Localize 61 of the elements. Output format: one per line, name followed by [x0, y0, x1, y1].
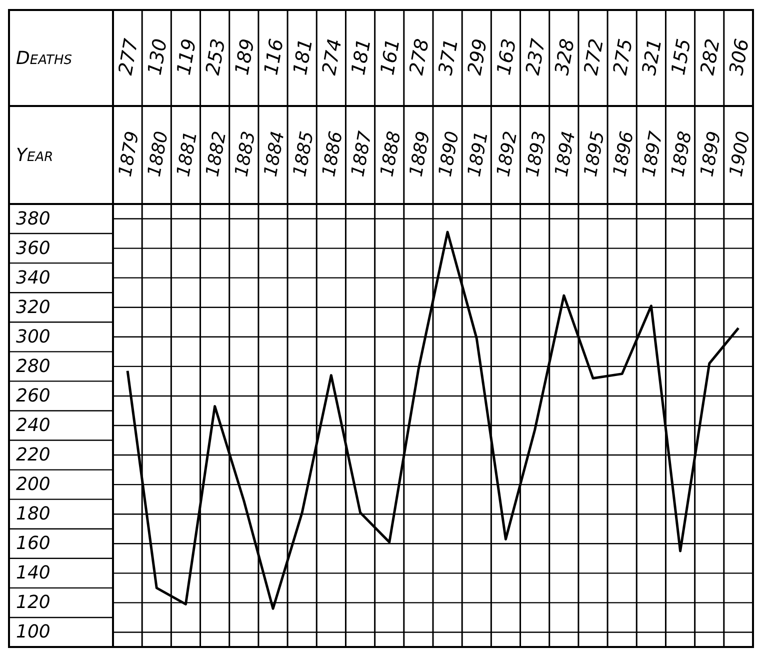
x-tick-label: 1889 [406, 130, 434, 178]
x-tick-label: 1891 [464, 130, 493, 178]
data-label: 116 [260, 37, 288, 77]
data-label: 181 [289, 37, 318, 77]
data-label: 130 [144, 37, 172, 77]
y-tick-label: 360 [16, 238, 50, 259]
y-axis-title: Deaths [16, 48, 72, 69]
data-label: 278 [406, 37, 434, 77]
y-tick-label: 340 [16, 267, 50, 288]
data-label: 253 [202, 37, 230, 77]
x-tick-label: 1884 [260, 130, 289, 178]
x-tick-label: 1898 [668, 130, 696, 178]
x-tick-label: 1888 [376, 130, 406, 178]
y-tick-label: 240 [16, 415, 50, 436]
x-tick-label: 1883 [231, 130, 260, 178]
y-tick-label: 160 [16, 533, 50, 554]
data-label: 161 [376, 37, 404, 77]
y-tick-label: 260 [16, 385, 50, 406]
data-label: 272 [580, 37, 608, 77]
x-tick-label: 1900 [726, 130, 754, 178]
data-label: 274 [318, 37, 346, 77]
y-tick-label: 280 [16, 356, 50, 377]
data-label: 282 [696, 37, 724, 77]
x-tick-label: 1882 [202, 130, 231, 178]
x-tick-label: 1894 [551, 130, 580, 178]
data-label: 119 [172, 37, 201, 77]
x-tick-label: 1896 [609, 130, 638, 178]
y-tick-label: 140 [16, 562, 50, 584]
y-tick-label: 220 [16, 444, 50, 466]
x-tick-label: 1880 [144, 130, 173, 178]
y-tick-label: 120 [16, 592, 50, 614]
data-label: 155 [667, 37, 696, 77]
x-tick-label: 1895 [580, 130, 609, 178]
y-tick-label: 200 [16, 474, 50, 496]
data-label: 371 [434, 37, 463, 77]
y-tick-label: 180 [16, 504, 50, 525]
x-tick-label: 1893 [522, 130, 551, 178]
x-tick-label: 1890 [434, 130, 464, 178]
data-label: 237 [522, 37, 550, 77]
data-label: 189 [231, 37, 259, 77]
x-tick-label: 1879 [114, 130, 144, 178]
x-tick-label: 1886 [318, 130, 348, 178]
x-tick-label: 1887 [348, 129, 376, 178]
x-tick-label: 1881 [172, 130, 202, 178]
data-label: 306 [726, 37, 754, 77]
data-label: 299 [464, 37, 492, 77]
y-tick-label: 300 [16, 326, 50, 348]
data-label: 275 [609, 37, 638, 77]
data-label: 321 [638, 37, 666, 77]
y-tick-label: 320 [16, 296, 50, 318]
x-tick-label: 1885 [289, 130, 318, 178]
data-label: 181 [347, 37, 376, 77]
data-label: 163 [492, 37, 521, 77]
y-tick-label: 100 [16, 622, 50, 643]
data-label: 277 [114, 37, 143, 77]
data-label: 328 [551, 37, 579, 77]
x-tick-label: 1899 [696, 130, 726, 178]
x-tick-label: 1892 [492, 130, 522, 178]
x-tick-label: 1897 [638, 129, 668, 178]
y-tick-label: 380 [16, 208, 50, 230]
x-axis-title: Year [16, 145, 54, 166]
